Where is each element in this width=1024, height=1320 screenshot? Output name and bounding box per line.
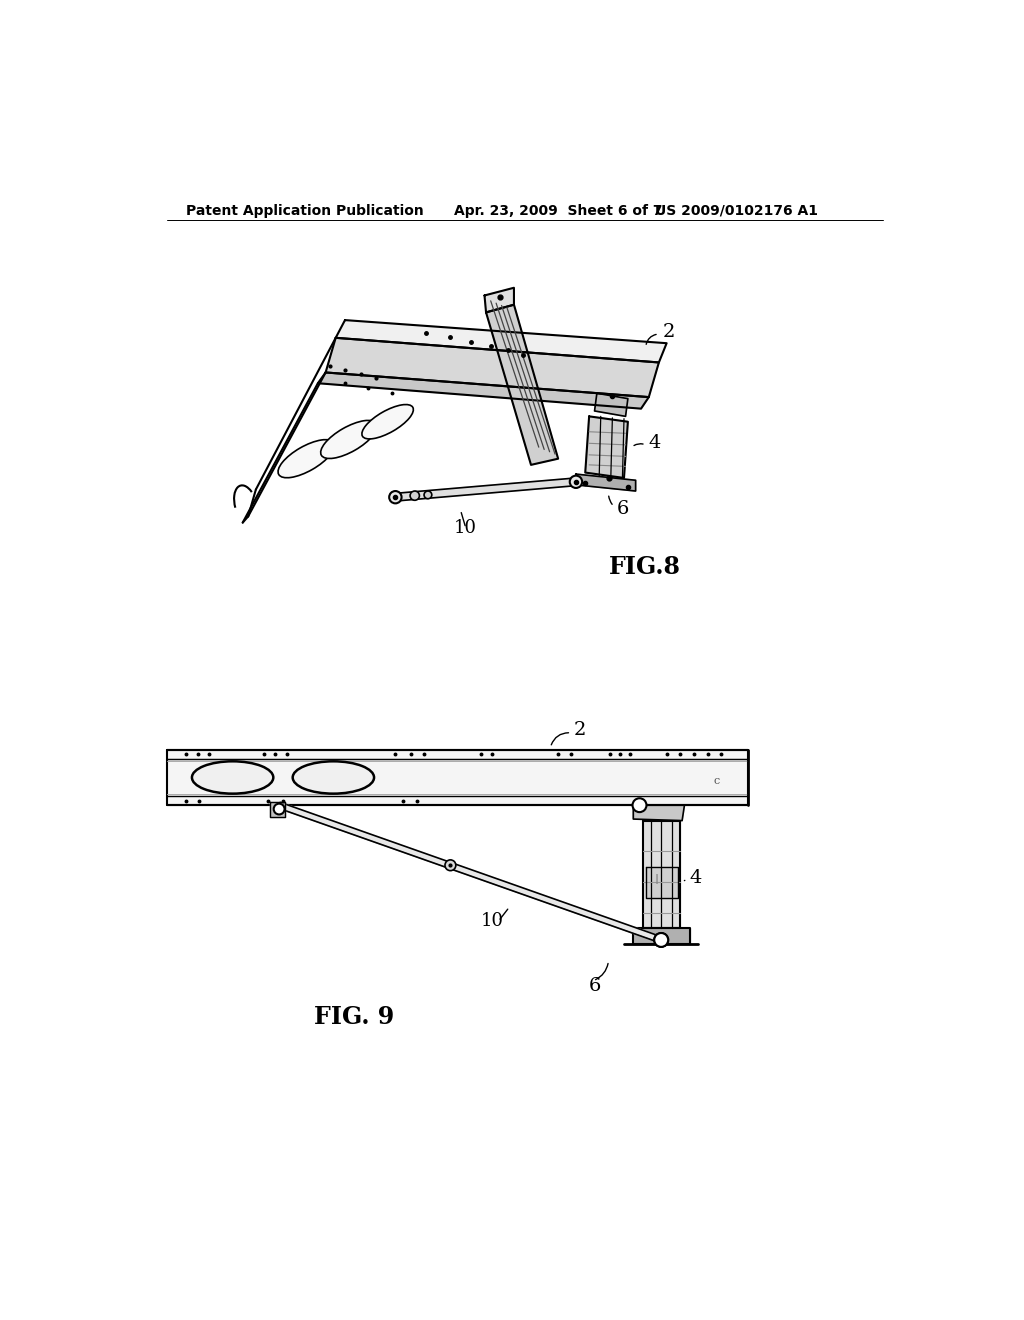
Polygon shape bbox=[643, 821, 680, 928]
Polygon shape bbox=[395, 478, 577, 502]
Text: I: I bbox=[655, 873, 659, 887]
Text: 10: 10 bbox=[454, 519, 476, 537]
Circle shape bbox=[654, 933, 669, 946]
Polygon shape bbox=[279, 803, 663, 942]
Polygon shape bbox=[326, 338, 658, 397]
Text: Apr. 23, 2009  Sheet 6 of 7: Apr. 23, 2009 Sheet 6 of 7 bbox=[454, 203, 662, 218]
Ellipse shape bbox=[191, 762, 273, 793]
Polygon shape bbox=[484, 288, 514, 313]
Polygon shape bbox=[486, 305, 558, 465]
Circle shape bbox=[569, 475, 583, 488]
Polygon shape bbox=[317, 372, 649, 409]
Text: 10: 10 bbox=[480, 912, 504, 929]
Circle shape bbox=[273, 804, 285, 814]
Polygon shape bbox=[586, 416, 628, 478]
Text: 4: 4 bbox=[649, 434, 662, 453]
Polygon shape bbox=[633, 928, 690, 944]
Circle shape bbox=[410, 491, 420, 500]
Ellipse shape bbox=[361, 404, 414, 440]
Text: FIG. 9: FIG. 9 bbox=[314, 1005, 394, 1030]
Ellipse shape bbox=[293, 762, 374, 793]
Circle shape bbox=[633, 799, 646, 812]
Polygon shape bbox=[595, 393, 628, 416]
Circle shape bbox=[389, 491, 401, 503]
Text: 2: 2 bbox=[573, 721, 586, 739]
Ellipse shape bbox=[279, 440, 335, 478]
Polygon shape bbox=[633, 805, 684, 821]
Polygon shape bbox=[270, 803, 286, 817]
Polygon shape bbox=[575, 474, 636, 491]
Circle shape bbox=[445, 859, 456, 871]
Text: 4: 4 bbox=[690, 870, 702, 887]
Text: US 2009/0102176 A1: US 2009/0102176 A1 bbox=[655, 203, 818, 218]
Circle shape bbox=[424, 491, 432, 499]
Ellipse shape bbox=[321, 420, 377, 458]
Circle shape bbox=[654, 933, 669, 946]
Text: 2: 2 bbox=[663, 322, 675, 341]
Text: FIG.8: FIG.8 bbox=[608, 554, 681, 578]
Text: 6: 6 bbox=[589, 977, 601, 995]
Polygon shape bbox=[167, 750, 748, 805]
Text: Patent Application Publication: Patent Application Publication bbox=[186, 203, 424, 218]
Polygon shape bbox=[336, 321, 667, 363]
Polygon shape bbox=[646, 867, 678, 898]
Text: c: c bbox=[713, 776, 720, 785]
Text: 6: 6 bbox=[616, 500, 629, 517]
